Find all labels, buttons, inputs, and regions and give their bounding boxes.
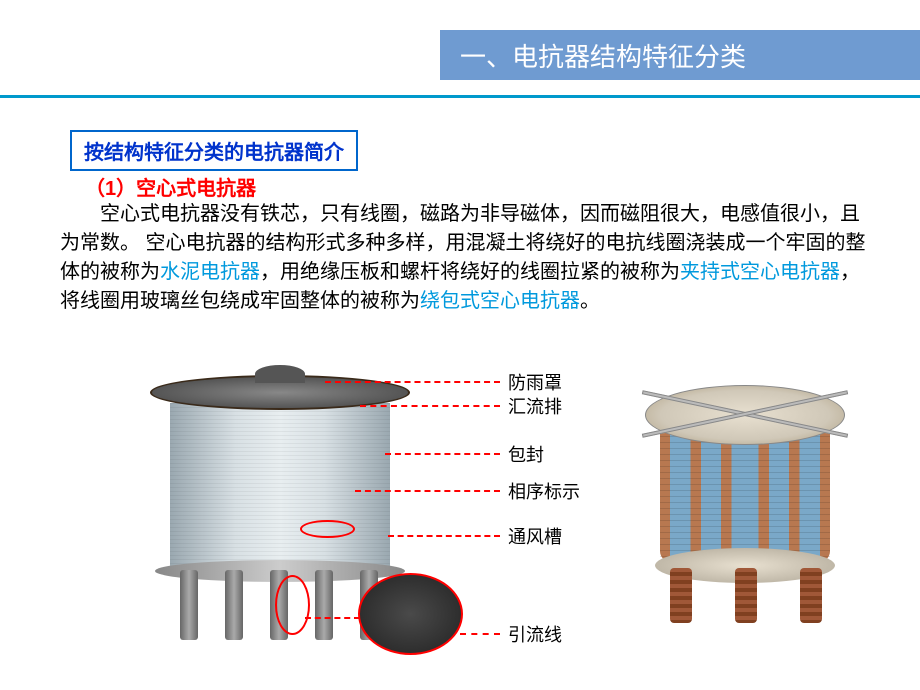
annotation-oval-phase [300, 520, 355, 538]
label-busbar: 汇流排 [508, 393, 562, 419]
reactor-leg [315, 570, 333, 640]
header-title: 一、电抗器结构特征分类 [460, 37, 746, 74]
reactor-rain-cap-top [255, 365, 305, 383]
annotation-oval-lead [275, 575, 310, 635]
rr-leg [800, 568, 822, 623]
leader-line-rain [325, 381, 500, 383]
diagram-area: 防雨罩 汇流排 包封 相序标示 通风槽 引流线 [60, 365, 870, 675]
accent-line [0, 95, 920, 98]
para-hl3: 绕包式空心电抗器 [420, 290, 580, 312]
leader-line-vent [388, 535, 500, 537]
leader-line-lead1 [305, 617, 360, 619]
label-rain-cover: 防雨罩 [508, 369, 562, 395]
para-t4: 。 [580, 290, 600, 312]
reactor-right-illustration [635, 370, 855, 630]
leader-line-lead2 [460, 633, 500, 635]
rr-leg [670, 568, 692, 623]
detail-zoom-circle [358, 573, 463, 655]
label-phase-mark: 相序标示 [508, 478, 580, 504]
subsection-title: （1）空心式电抗器 [85, 172, 256, 201]
reactor-leg [225, 570, 243, 640]
para-hl2: 夹持式空心电抗器 [680, 261, 840, 283]
body-paragraph: 空心式电抗器没有铁芯，只有线圈，磁路为非导磁体，因而磁阻很大，电感值很小，且为常… [60, 200, 870, 316]
section-title-box: 按结构特征分类的电抗器简介 [70, 130, 358, 171]
label-lead-wire: 引流线 [508, 621, 562, 647]
header-bar: 一、电抗器结构特征分类 [440, 30, 920, 80]
reactor-cylinder [170, 403, 390, 573]
para-hl1: 水泥电抗器 [160, 261, 260, 283]
leader-line-busbar [360, 405, 500, 407]
section-title: 按结构特征分类的电抗器简介 [84, 142, 344, 164]
reactor-leg [180, 570, 198, 640]
leader-line-encap [385, 453, 500, 455]
rr-leg [735, 568, 757, 623]
label-encapsulation: 包封 [508, 441, 544, 467]
para-t2: ，用绝缘压板和螺杆将绕好的线圈拉紧的被称为 [260, 261, 680, 283]
leader-line-phase [355, 490, 500, 492]
label-vent-slot: 通风槽 [508, 523, 562, 549]
